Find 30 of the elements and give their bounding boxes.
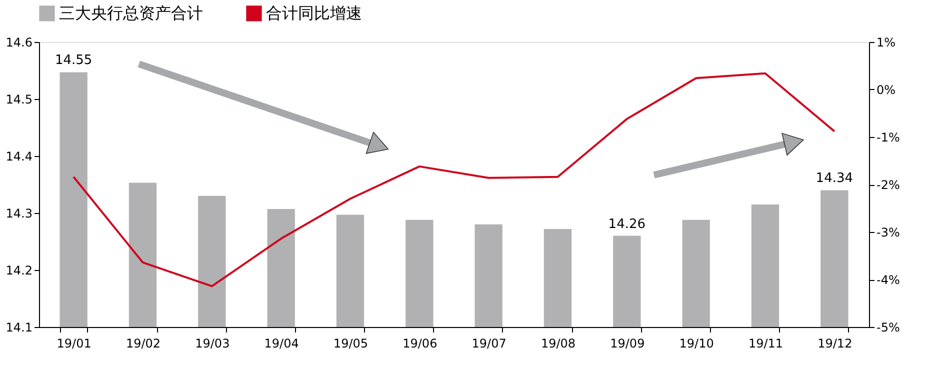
x-tick-label: 19/04 [264,336,299,350]
y-tick-label: 14.3 [6,206,32,220]
x-tick-label: 19/07 [472,336,506,350]
x-tick-label: 19/01 [56,336,92,350]
y2-tick-label: -1% [876,130,900,144]
x-tick-label: 19/10 [679,336,714,350]
y2-tick-label: -3% [876,226,900,240]
data-label: 14.34 [816,171,854,186]
y-tick-label: 14.4 [6,150,32,164]
y2-tick-label: 0% [876,83,896,97]
y-tick-label: 14.5 [6,92,32,106]
legend-label: 三大央行总资产合计 [59,3,203,22]
y-tick-label: 14.6 [6,36,32,50]
x-tick-label: 19/09 [610,336,645,350]
y-tick-label: 14.1 [6,320,32,334]
data-label: 14.26 [608,216,646,232]
y2-tick-label: -5% [876,320,900,334]
x-tick-label: 19/06 [402,336,438,350]
x-tick-label: 19/08 [540,336,576,350]
y-tick-label: 14.2 [6,264,32,278]
y2-tick-label: -4% [876,273,900,287]
x-tick-label: 19/11 [748,336,784,350]
legend-label: 合计同比增速 [266,3,362,22]
x-tick-label: 19/05 [333,336,368,350]
data-label: 14.55 [54,53,92,68]
y2-tick-label: 1% [876,36,896,50]
x-tick-label: 19/12 [818,336,852,350]
y2-tick-label: -2% [876,178,900,192]
x-tick-label: 19/02 [126,336,161,350]
x-tick-label: 19/03 [195,336,230,350]
